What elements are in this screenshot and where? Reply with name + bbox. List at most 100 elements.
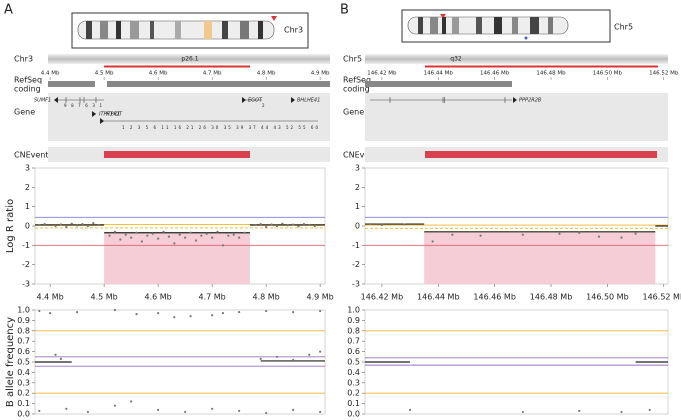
data-point: [281, 222, 284, 225]
track-axis-label: 146.52 Mb: [649, 71, 679, 77]
data-point: [578, 409, 581, 412]
data-point: [302, 222, 306, 226]
track-label: Chr5: [343, 55, 362, 64]
track-axis-label: 146.50 Mb: [593, 71, 623, 77]
y-tick-label: 2: [25, 183, 30, 192]
data-point: [157, 312, 160, 315]
data-point: [113, 230, 117, 233]
data-point: [108, 234, 111, 237]
track-label: CNEvent: [14, 151, 49, 160]
data-point: [431, 240, 434, 243]
data-point: [227, 234, 230, 237]
cnevent-bar: [104, 151, 250, 158]
panel-letter: B: [340, 3, 349, 18]
data-point: [157, 408, 160, 411]
y-tick-label: -3: [352, 280, 360, 289]
data-point: [211, 407, 214, 410]
data-point: [38, 223, 41, 227]
y-tick-label: 0.4: [17, 368, 30, 377]
track-label: Gene: [343, 108, 364, 117]
data-point: [200, 234, 203, 237]
data-point: [211, 314, 214, 317]
ideogram-label: Chr3: [284, 26, 303, 35]
gene-label: BHLHE41: [297, 98, 320, 104]
data-point: [59, 223, 63, 226]
data-point: [189, 315, 192, 318]
track-axis-label: 4.4 Mb: [41, 71, 60, 77]
data-point: [451, 233, 454, 236]
data-point: [173, 242, 176, 245]
gene-label: SUMF1: [34, 98, 51, 104]
x-tick-label: 146.52 Mb: [643, 293, 681, 302]
exon-labels: 1 2 3 5 6 11 16 21 26 30 35 39 37 44 43 …: [122, 125, 318, 130]
data-point: [292, 408, 295, 411]
data-point: [259, 357, 262, 360]
ideogram: [77, 16, 277, 40]
data-point: [49, 312, 52, 315]
y-tick-label: -2: [22, 260, 30, 269]
gene-label: PPP2R2B: [519, 98, 542, 104]
x-tick-label: 4.8 Mb: [253, 293, 280, 302]
data-point: [597, 235, 601, 238]
data-point: [243, 231, 246, 234]
track-axis-label: 4.8 Mb: [257, 71, 276, 77]
data-point: [86, 410, 90, 414]
data-point: [221, 312, 225, 315]
event-region: [104, 232, 250, 284]
data-point: [130, 400, 133, 403]
track-label: CNEvent: [343, 151, 378, 160]
data-point: [38, 409, 41, 412]
y-tick-label: 3: [25, 164, 30, 173]
data-point: [620, 236, 623, 239]
data-point: [92, 222, 95, 225]
y-tick-label: 1.0: [17, 306, 30, 315]
data-point: [54, 224, 57, 228]
y-tick-label: -1: [352, 241, 360, 250]
data-point: [292, 358, 295, 362]
track-axis-label: 4.6 Mb: [149, 71, 168, 77]
data-point: [313, 224, 316, 228]
data-point: [146, 234, 149, 237]
y-tick-label: 0.6: [347, 347, 360, 356]
exon-labels: 2: [262, 103, 265, 108]
y-tick-label: -3: [22, 280, 30, 289]
data-point: [113, 308, 117, 312]
data-point: [238, 310, 241, 314]
data-point: [319, 309, 322, 313]
track-axis-label: 146.46 Mb: [480, 71, 510, 77]
y-tick-label: -2: [352, 260, 360, 269]
data-point: [292, 223, 295, 226]
data-point: [254, 223, 257, 227]
track-axis-label: 146.44 Mb: [424, 71, 454, 77]
data-point: [408, 408, 412, 411]
y-tick-label: 1: [25, 202, 30, 211]
data-point: [76, 310, 79, 314]
y-tick-label: 1: [355, 202, 360, 211]
y-axis-label: Log R ratio: [5, 199, 16, 253]
data-point: [81, 222, 84, 226]
y-tick-label: 0.4: [347, 368, 360, 377]
data-point: [259, 222, 262, 226]
y-tick-label: -1: [22, 241, 30, 250]
data-point: [135, 313, 138, 316]
data-point: [135, 231, 138, 234]
data-point: [265, 411, 268, 415]
data-point: [232, 233, 235, 236]
x-tick-label: 4.7 Mb: [199, 293, 226, 302]
data-point: [308, 353, 311, 356]
data-point: [319, 410, 322, 414]
y-tick-label: 0.6: [17, 347, 30, 356]
data-point: [286, 224, 289, 227]
track-label: coding: [14, 85, 41, 94]
chromosome-track: [48, 54, 330, 64]
y-axis-label: B allele frequency: [5, 317, 16, 407]
data-point: [211, 236, 214, 239]
track-label: RefSeq: [343, 76, 371, 85]
cnevent-bar: [425, 151, 657, 158]
x-tick-label: 146.44 Mb: [417, 293, 460, 302]
data-point: [558, 232, 561, 235]
y-tick-label: 0.2: [17, 389, 30, 398]
y-tick-label: 0.1: [347, 399, 360, 408]
